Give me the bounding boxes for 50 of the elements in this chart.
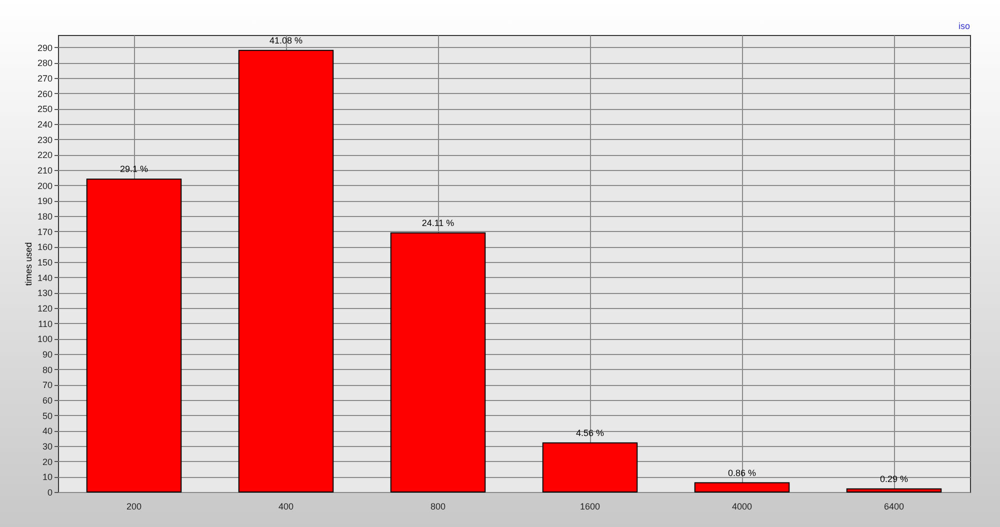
annotation: 0.29 % bbox=[880, 474, 908, 484]
y-tick-label: 230 bbox=[37, 134, 52, 145]
y-tick-label: 30 bbox=[42, 441, 52, 452]
y-tick-label: 250 bbox=[37, 104, 52, 114]
annotation: 29.1 % bbox=[120, 164, 148, 174]
y-tick-label: 190 bbox=[37, 196, 52, 206]
y-tick-label: 90 bbox=[42, 349, 52, 360]
y-tick-label: 280 bbox=[37, 58, 52, 68]
y-tick-label: 270 bbox=[37, 73, 52, 84]
x-tick-label: 6400 bbox=[884, 502, 904, 512]
y-tick-label: 170 bbox=[37, 226, 52, 237]
y-tick-label: 150 bbox=[37, 257, 52, 268]
y-tick-label: 0 bbox=[47, 488, 52, 498]
x-tick-label: 1600 bbox=[580, 502, 600, 512]
bar bbox=[694, 482, 790, 492]
bar bbox=[542, 442, 638, 492]
y-tick-label: 140 bbox=[37, 272, 52, 283]
x-tick-label: 400 bbox=[278, 502, 294, 512]
y-tick-label: 100 bbox=[37, 334, 52, 344]
y-tick-label: 40 bbox=[42, 426, 52, 436]
annotation: 41.08 % bbox=[269, 35, 303, 46]
y-tick-label: 260 bbox=[37, 88, 52, 99]
y-tick-label: 160 bbox=[37, 242, 52, 252]
y-tick-label: 50 bbox=[42, 410, 52, 421]
bar bbox=[390, 232, 486, 492]
annotation: 4.56 % bbox=[576, 428, 604, 438]
y-tick-label: 240 bbox=[37, 119, 52, 130]
y-tick-label: 220 bbox=[37, 150, 52, 160]
bar bbox=[86, 178, 182, 492]
y-tick-label: 10 bbox=[42, 472, 52, 482]
y-tick-label: 60 bbox=[42, 395, 52, 406]
y-tick-label: 210 bbox=[37, 165, 52, 176]
x-tick-label: 800 bbox=[430, 502, 446, 512]
x-tick-label: 200 bbox=[126, 502, 142, 512]
y-tick-label: 290 bbox=[37, 42, 52, 53]
y-tick-label: 110 bbox=[38, 318, 52, 329]
annotation: 0.86 % bbox=[728, 468, 756, 478]
y-axis-title: times used bbox=[23, 242, 34, 286]
bar bbox=[846, 488, 942, 492]
text: iso bbox=[958, 21, 970, 31]
y-tick-label: 80 bbox=[42, 364, 52, 375]
y-tick-label: 180 bbox=[37, 211, 52, 222]
y-tick-label: 20 bbox=[42, 456, 52, 467]
bar bbox=[238, 50, 334, 492]
y-tick-label: 200 bbox=[37, 180, 52, 191]
y-tick-label: 120 bbox=[37, 303, 52, 314]
x-tick-label: 4000 bbox=[732, 502, 752, 512]
y-tick-label: 130 bbox=[37, 288, 52, 298]
annotation: 24.11 % bbox=[422, 218, 454, 228]
y-tick-label: 70 bbox=[42, 380, 52, 390]
